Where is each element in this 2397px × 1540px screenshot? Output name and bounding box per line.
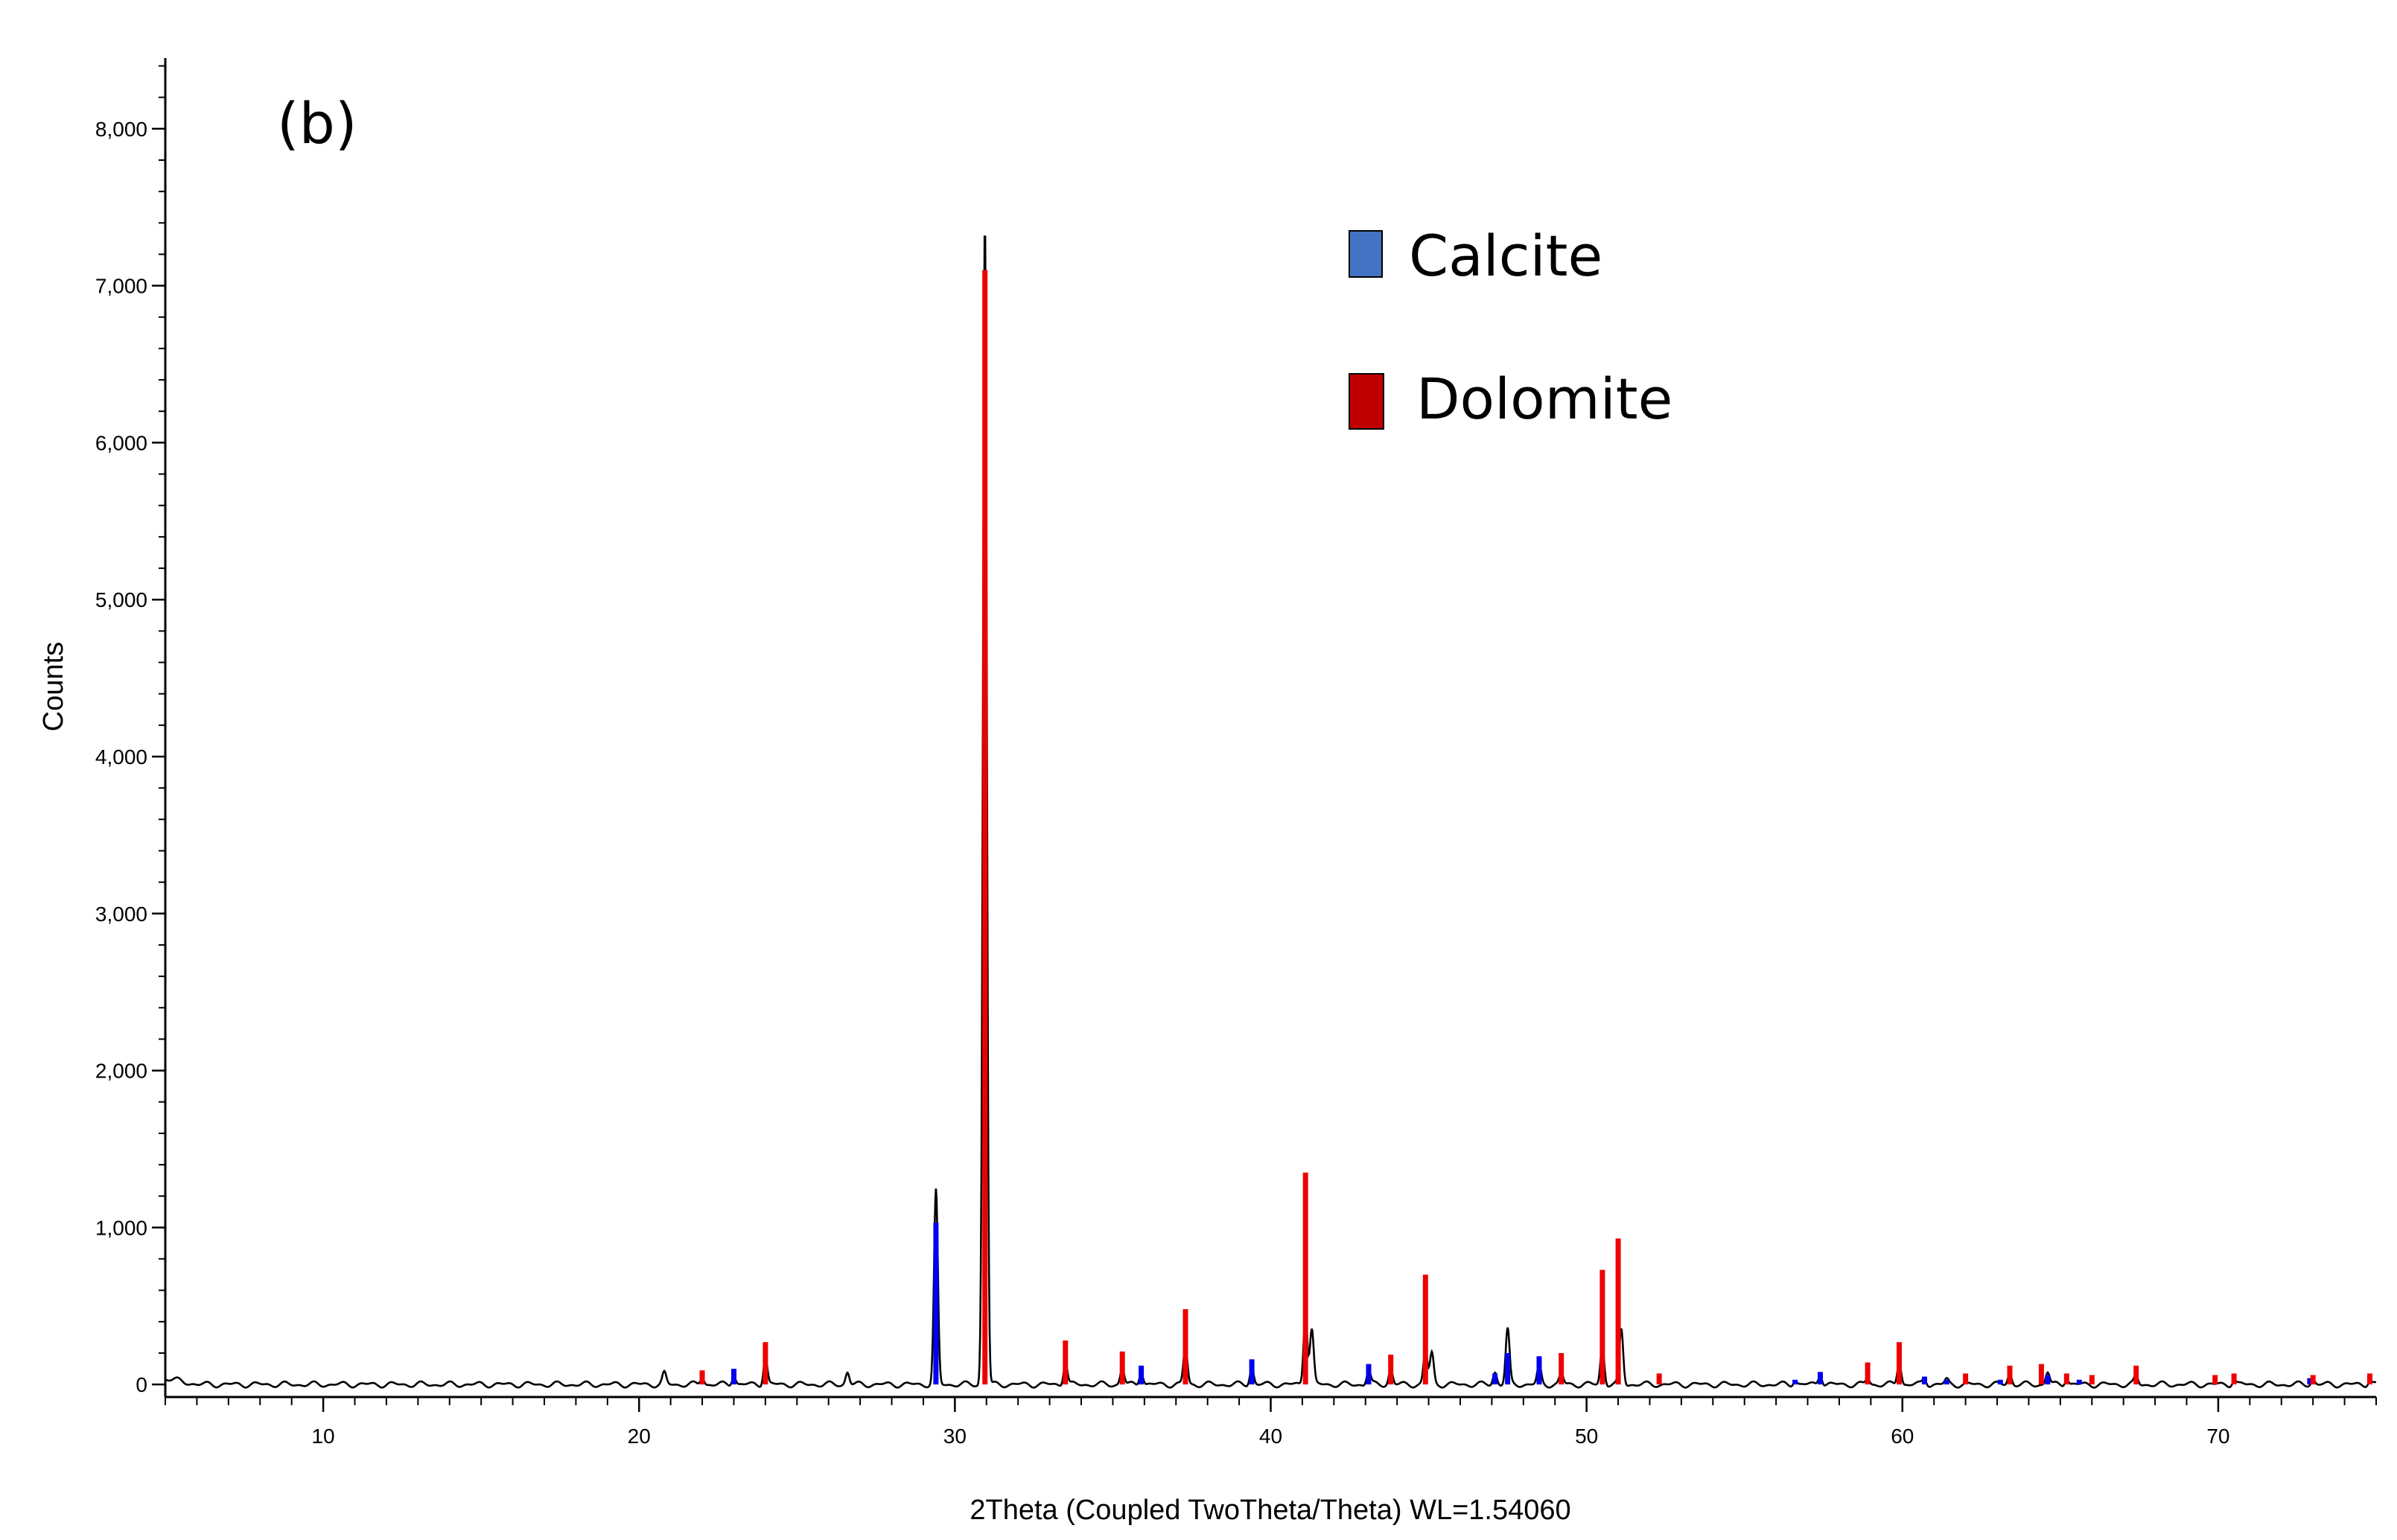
y-tick-label: 4,000 bbox=[95, 745, 147, 769]
peaks-layer bbox=[165, 235, 2377, 1389]
y-tick-label: 7,000 bbox=[95, 275, 147, 298]
legend-label-dolomite: Dolomite bbox=[1416, 366, 1672, 432]
y-tick-label: 0 bbox=[136, 1373, 147, 1396]
y-axis-label: Counts bbox=[38, 642, 69, 731]
y-tick-label: 2,000 bbox=[95, 1060, 147, 1083]
y-tick-label: 5,000 bbox=[95, 588, 147, 611]
y-tick-label: 1,000 bbox=[95, 1216, 147, 1239]
legend-item-dolomite: Dolomite bbox=[1349, 366, 1672, 432]
x-tick-label: 50 bbox=[1575, 1425, 1598, 1448]
legend-swatch-dolomite bbox=[1349, 373, 1384, 430]
y-tick-label: 3,000 bbox=[95, 903, 147, 926]
x-tick-label: 20 bbox=[628, 1425, 651, 1448]
legend-item-calcite: Calcite bbox=[1349, 223, 1602, 289]
axes-layer bbox=[164, 58, 2376, 1399]
x-tick-label: 70 bbox=[2206, 1425, 2229, 1448]
y-tick-label: 8,000 bbox=[95, 118, 147, 141]
x-tick-label: 40 bbox=[1259, 1425, 1282, 1448]
legend-swatch-calcite bbox=[1349, 230, 1383, 278]
x-axis-label: 2Theta (Coupled TwoTheta/Theta) WL=1.540… bbox=[970, 1495, 1570, 1526]
legend: Calcite Dolomite bbox=[1349, 223, 1672, 432]
y-tick-label: 6,000 bbox=[95, 431, 147, 454]
legend-label-calcite: Calcite bbox=[1409, 223, 1602, 289]
ticks-layer: 0 1,000 2,000 3,000 4,000 5,000 6,000 7,000 8,00… bbox=[95, 65, 2377, 1448]
x-tick-label: 60 bbox=[1891, 1425, 1914, 1448]
panel-label: (b) bbox=[277, 90, 357, 156]
x-tick-label: 30 bbox=[943, 1425, 967, 1448]
x-tick-label: 10 bbox=[311, 1425, 334, 1448]
series-line-measured bbox=[165, 235, 2377, 1389]
